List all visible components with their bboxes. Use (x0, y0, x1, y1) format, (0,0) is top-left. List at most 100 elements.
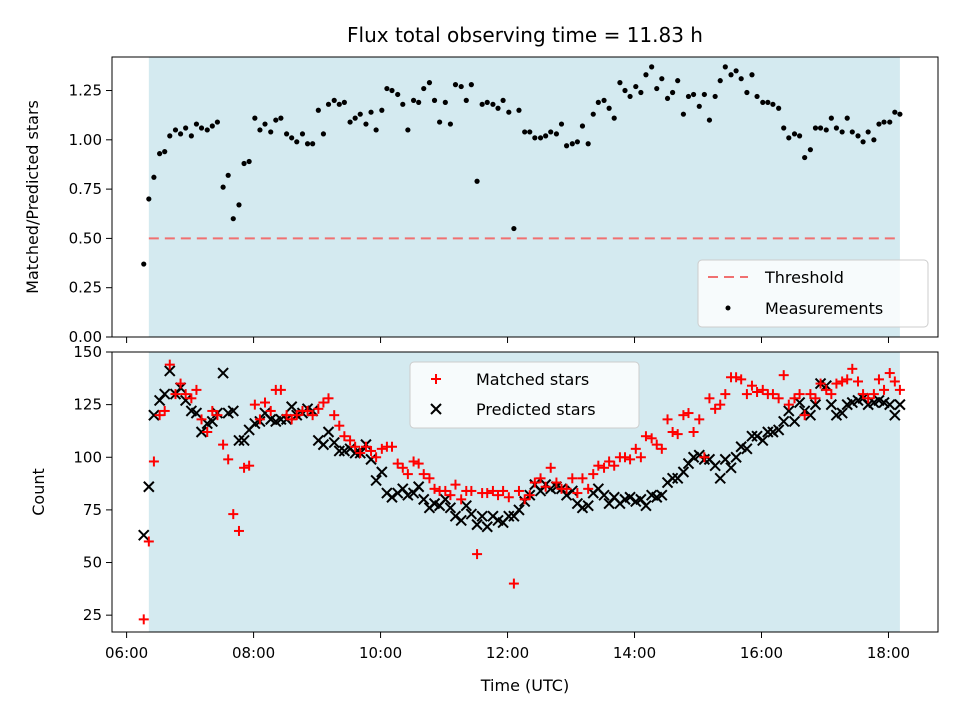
matched-point (138, 614, 149, 625)
matched-point (493, 490, 504, 501)
predicted-point (598, 489, 610, 501)
measurement-point (268, 129, 274, 135)
matched-point (683, 408, 694, 419)
matched-point (656, 443, 667, 454)
bottom-y-tick-label: 100 (73, 448, 102, 466)
measurement-point (871, 137, 877, 143)
matched-point (767, 389, 778, 400)
measurement-point (447, 121, 453, 127)
matched-point (154, 410, 165, 421)
matched-point (630, 443, 641, 454)
predicted-point (455, 514, 467, 527)
measurement-point (701, 91, 707, 98)
predicted-point (164, 365, 176, 377)
measurement-point (897, 111, 903, 117)
matched-point (688, 427, 699, 437)
measurement-point (817, 125, 824, 131)
measurement-point (336, 101, 342, 107)
matched-point (746, 380, 757, 391)
measurement-point (384, 85, 390, 92)
measurement-point (643, 72, 649, 78)
measurement-point (315, 107, 321, 113)
measurement-point (214, 119, 220, 125)
top-axes-frame (111, 56, 939, 338)
measurement-point (198, 125, 205, 131)
predicted-point (746, 430, 758, 442)
matched-point (672, 429, 683, 440)
top-panel: 0.00 0.25 0.50 0.75 1.00 1.25 Matched/Predict… (23, 56, 939, 346)
matched-point (720, 389, 731, 400)
measurement-point (833, 125, 840, 131)
measurement-point (458, 83, 464, 90)
predicted-point (471, 518, 483, 531)
measurement-point (162, 149, 168, 155)
measurement-point (563, 143, 570, 149)
predicted-point (666, 472, 679, 485)
predicted-point (503, 510, 515, 522)
measurement-point (252, 115, 258, 121)
matched-point (164, 359, 175, 370)
predicted-point (233, 434, 245, 447)
measurement-point (331, 97, 337, 103)
matched-point (736, 374, 747, 385)
measurement-point (670, 89, 676, 96)
matched-point (286, 414, 297, 425)
predicted-point (513, 504, 525, 516)
predicted-point (751, 430, 763, 442)
measurement-point (347, 119, 353, 125)
matched-point (710, 403, 721, 414)
matched-point (519, 494, 530, 505)
matched-point (815, 378, 826, 389)
measurement-point (839, 129, 845, 135)
matched-point (583, 483, 594, 494)
predicted-point (148, 409, 160, 421)
matched-point (429, 483, 440, 494)
measurement-point (177, 131, 184, 137)
matched-point (456, 494, 467, 505)
measurement-point (881, 119, 887, 125)
measurement-point (680, 111, 687, 117)
legend-matched-swatch (431, 374, 441, 384)
predicted-point (783, 405, 795, 417)
matched-point (757, 384, 768, 395)
matched-point (323, 393, 334, 404)
matched-point (535, 473, 546, 484)
measurement-point (754, 93, 760, 100)
measurement-point (728, 72, 734, 78)
matched-point (667, 427, 678, 437)
matched-point (694, 414, 705, 425)
matched-point (318, 397, 329, 408)
measurement-point (796, 133, 803, 139)
measurement-point (405, 127, 411, 133)
top-y-tick-label: 1.00 (69, 131, 102, 149)
matched-point (773, 393, 784, 404)
measurement-point (500, 97, 506, 103)
measurement-point (765, 99, 771, 105)
top-y-tick-label: 0.50 (69, 229, 102, 247)
measurement-point (204, 127, 210, 133)
measurement-point (225, 172, 231, 178)
matched-point (366, 445, 377, 456)
predicted-point (889, 409, 901, 421)
matched-point (609, 460, 620, 471)
measurement-point (431, 97, 438, 103)
predicted-point (566, 485, 579, 497)
matched-point (699, 452, 710, 463)
measurement-point (410, 97, 417, 103)
matched-point (445, 490, 456, 501)
matched-point (392, 458, 403, 469)
matched-point (334, 420, 345, 431)
matched-point (561, 483, 572, 494)
matched-point (794, 389, 805, 400)
x-tick-label: 18:00 (867, 644, 910, 662)
matched-point (604, 456, 615, 467)
matched-point (731, 372, 742, 383)
matched-point (143, 536, 154, 547)
predicted-point (206, 415, 219, 428)
predicted-point (656, 489, 668, 501)
measurement-point (299, 131, 306, 137)
measurement-point (151, 174, 157, 180)
measurement-point (537, 135, 544, 141)
matched-point (275, 384, 286, 395)
predicted-point (624, 491, 636, 503)
